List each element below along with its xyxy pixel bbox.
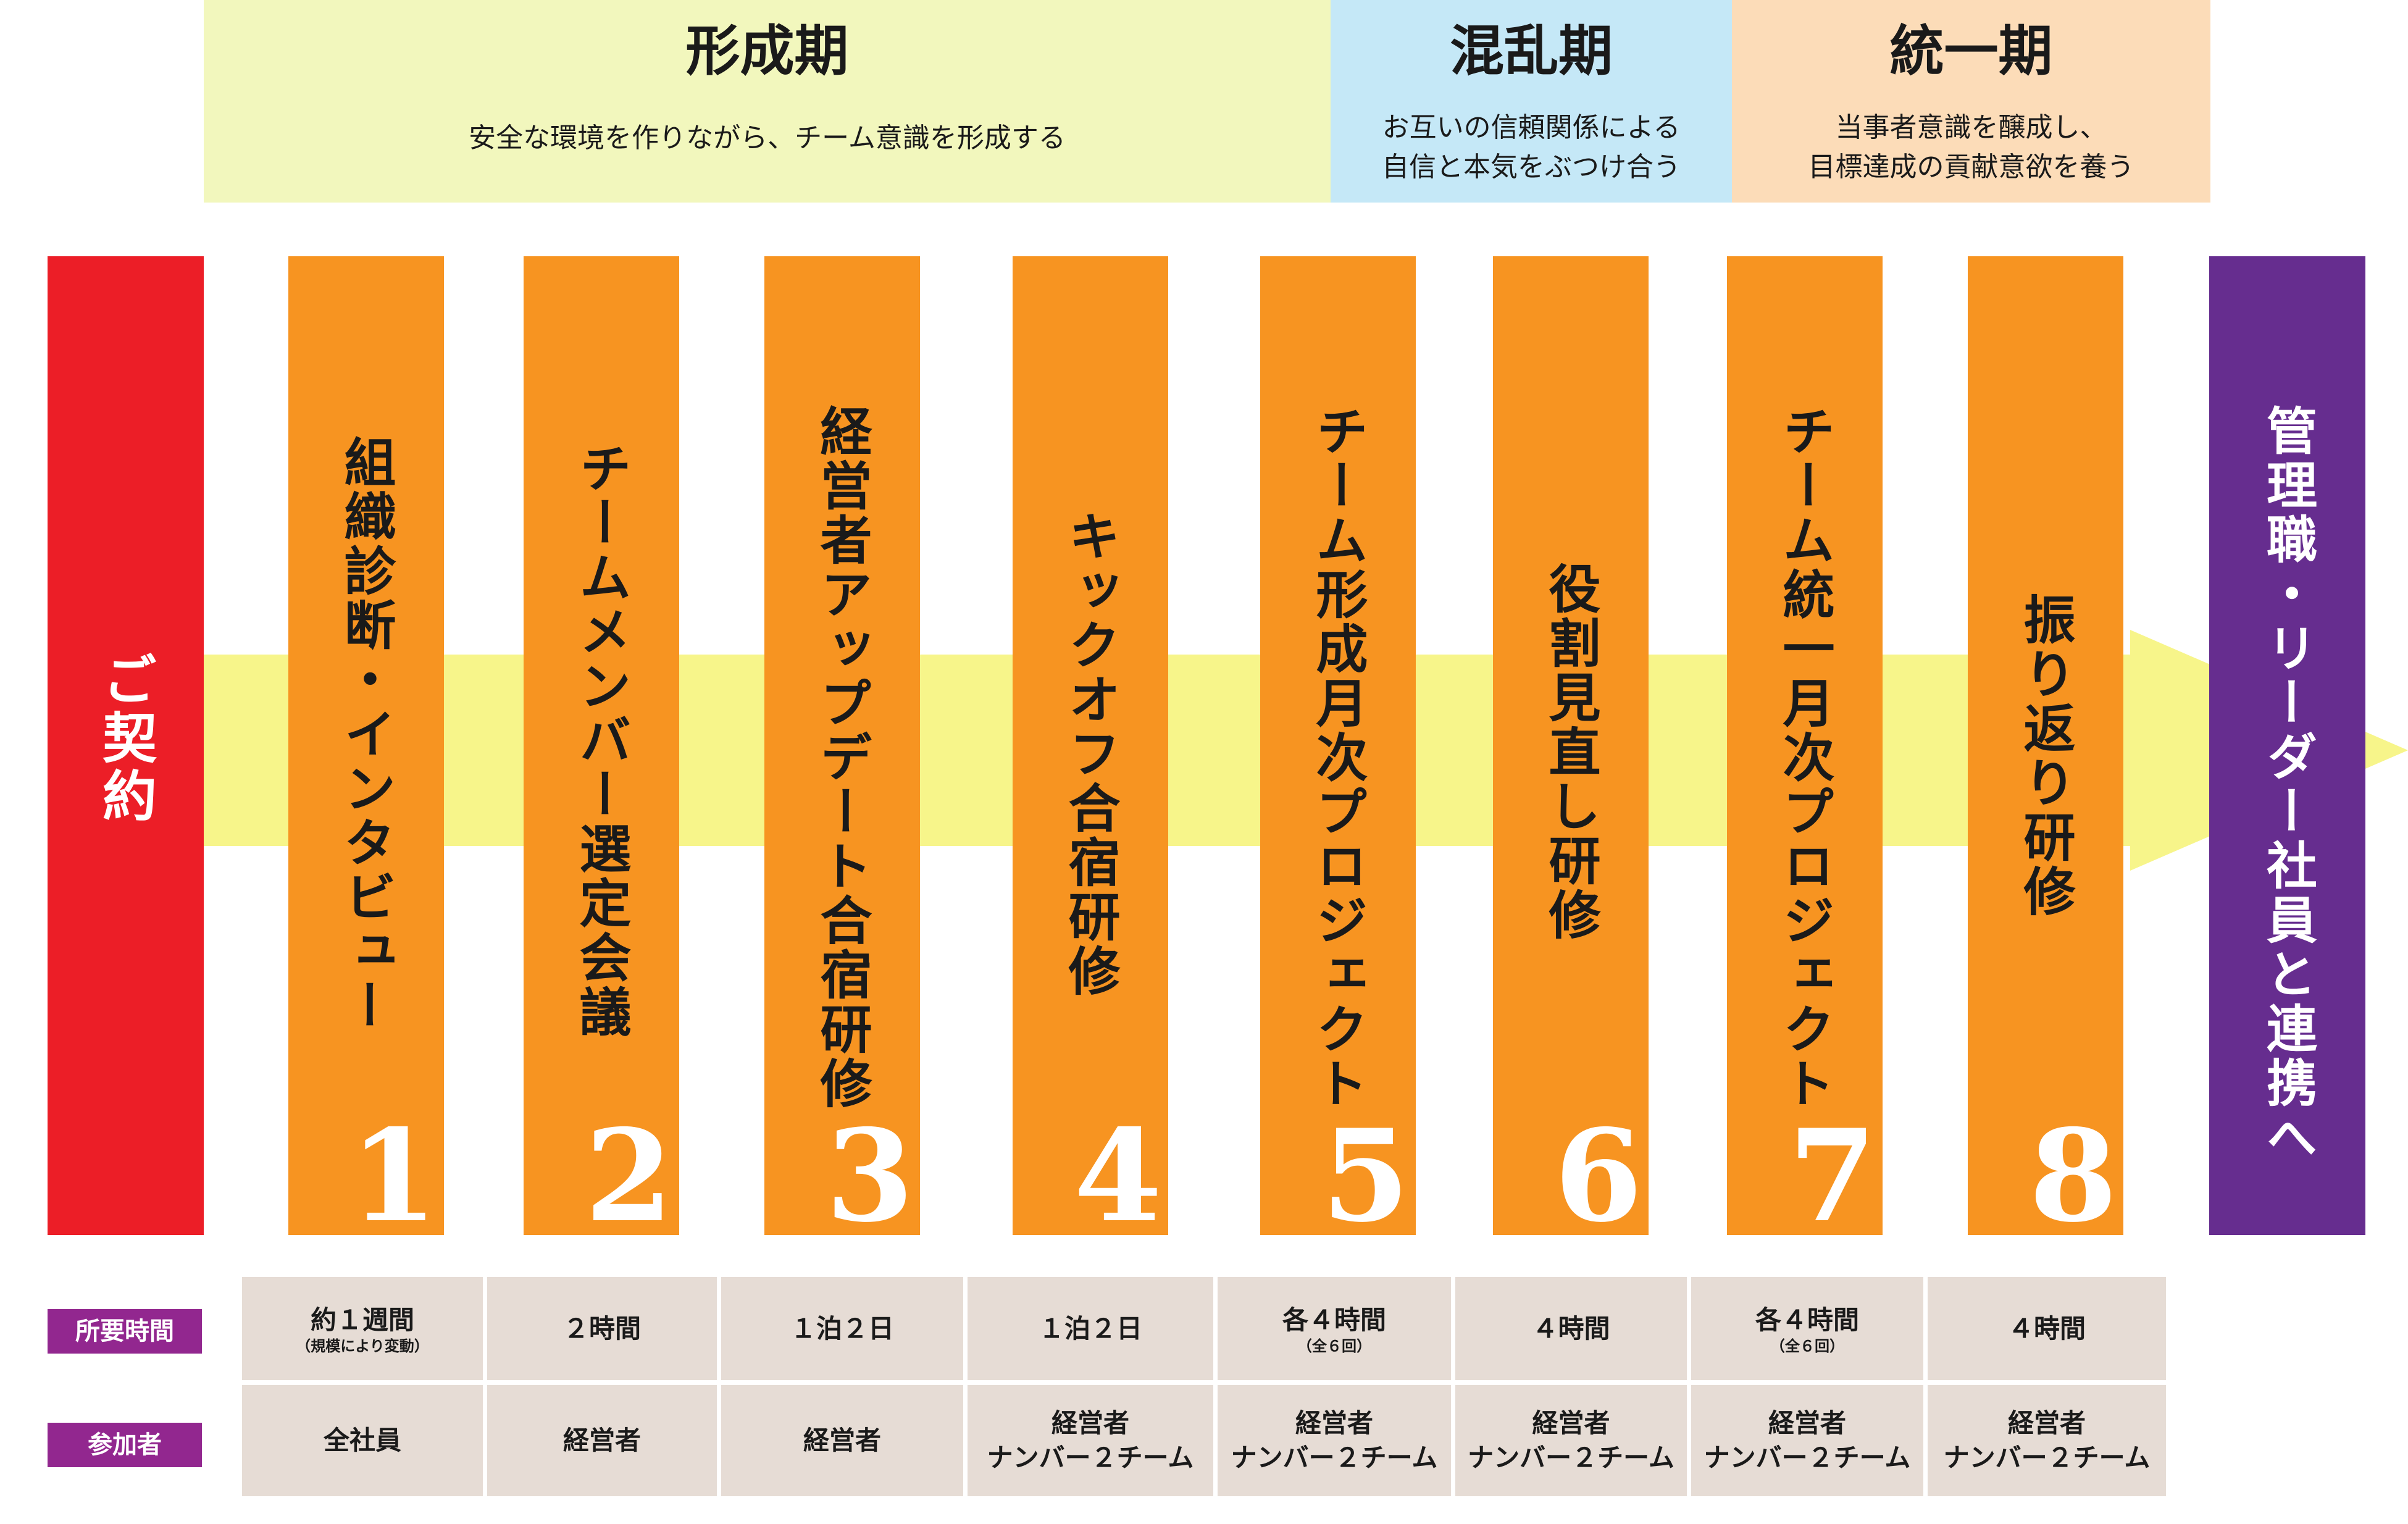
step-1-column: 組織診断・インタビュー 1 <box>288 256 444 1235</box>
participants-line: 全社員 <box>323 1425 401 1455</box>
participants-line: ナンバー２チーム <box>1468 1442 1674 1473</box>
duration-note: （規模により変動） <box>296 1336 429 1355</box>
duration-main: 各４時間 <box>1755 1304 1859 1335</box>
participants-line: 経営者 <box>2007 1408 2086 1438</box>
phase-storming: 混乱期 お互いの信頼関係による 自信と本気をぶつけ合う <box>1331 0 1732 203</box>
final-label: 管理職・リーダー社員と連携へ <box>2257 404 2317 1165</box>
step-8-column: 振り返り研修 8 <box>1968 256 2123 1235</box>
phase-description: 安全な環境を作りながら、チーム意識を形成する <box>469 122 1066 154</box>
duration-cell: １泊２日 <box>968 1277 1213 1380</box>
participants-line: 経営者 <box>1051 1408 1129 1438</box>
duration-main: 各４時間 <box>1282 1304 1386 1335</box>
participants-line: ナンバー２チーム <box>1231 1442 1438 1473</box>
participants-cell: 経営者 ナンバー２チーム <box>1218 1385 1451 1496</box>
step-6-column: 役割見直し研修 6 <box>1493 256 1649 1235</box>
duration-cell: １泊２日 <box>721 1277 963 1380</box>
participants-line: 経営者 <box>803 1425 881 1455</box>
duration-main: ２時間 <box>562 1313 641 1344</box>
step-number: 1 <box>349 1102 438 1236</box>
duration-note: （全６回） <box>1770 1336 1844 1355</box>
step-label: 経営者アップデート合宿研修 <box>812 404 873 1111</box>
participants-line: 経営者 <box>562 1425 641 1455</box>
participants-line: 経営者 <box>1295 1408 1373 1438</box>
step-label: チーム形成月次プロジェクト <box>1308 404 1369 1111</box>
participants-line: ナンバー２チーム <box>987 1442 1194 1473</box>
step-5-column: チーム形成月次プロジェクト 5 <box>1260 256 1416 1235</box>
step-number: 4 <box>1074 1102 1162 1236</box>
duration-note: （全６回） <box>1297 1336 1371 1355</box>
phase-title: 統一期 <box>1889 19 2053 83</box>
step-label: キックオフ合宿研修 <box>1060 509 1121 999</box>
participants-line: ナンバー２チーム <box>1943 1442 2151 1473</box>
participants-line: 経営者 <box>1768 1408 1846 1438</box>
step-number: 5 <box>1321 1102 1410 1236</box>
participants-cell: 経営者 ナンバー２チーム <box>1691 1385 1923 1496</box>
duration-main: １泊２日 <box>790 1313 894 1344</box>
step-number: 3 <box>826 1102 914 1236</box>
step-4-column: キックオフ合宿研修 4 <box>1013 256 1168 1235</box>
duration-cell: ２時間 <box>487 1277 717 1380</box>
duration-cell: 各４時間 （全６回） <box>1218 1277 1451 1380</box>
phase-description: お互いの信頼関係による 自信と本気をぶつけ合う <box>1382 112 1681 183</box>
duration-cell: ４時間 <box>1928 1277 2166 1380</box>
contract-label: ご契約 <box>93 651 158 826</box>
step-label: チームメンバー選定会議 <box>571 442 632 1039</box>
step-2-column: チームメンバー選定会議 2 <box>524 256 679 1235</box>
step-label: 役割見直し研修 <box>1541 562 1602 942</box>
step-7-column: チーム統一月次プロジェクト 7 <box>1727 256 1883 1235</box>
step-number: 7 <box>1788 1102 1876 1236</box>
duration-main: １泊２日 <box>1038 1313 1142 1344</box>
phase-norming: 統一期 当事者意識を醸成し、 目標達成の貢献意欲を養う <box>1732 0 2210 203</box>
contract-column: ご契約 <box>48 256 204 1235</box>
step-label: 振り返り研修 <box>2015 593 2076 919</box>
participants-cell: 経営者 <box>487 1385 717 1496</box>
participants-line: 経営者 <box>1532 1408 1610 1438</box>
duration-cell: 約１週間 （規模により変動） <box>242 1277 483 1380</box>
participants-cell: 経営者 ナンバー２チーム <box>1455 1385 1687 1496</box>
duration-main: ４時間 <box>1532 1313 1610 1344</box>
step-number: 8 <box>2029 1102 2117 1236</box>
participants-cell: 経営者 ナンバー２チーム <box>968 1385 1213 1496</box>
phase-description: 当事者意識を醸成し、 目標達成の貢献意欲を養う <box>1808 112 2134 183</box>
duration-row-label: 所要時間 <box>48 1309 202 1354</box>
step-number: 2 <box>585 1102 673 1236</box>
participants-row-label: 参加者 <box>48 1423 202 1467</box>
participants-cell: 経営者 ナンバー２チーム <box>1928 1385 2166 1496</box>
participants-line: ナンバー２チーム <box>1704 1442 1911 1473</box>
step-label: チーム統一月次プロジェクト <box>1775 404 1836 1111</box>
duration-main: ４時間 <box>2007 1313 2086 1344</box>
duration-cell: 各４時間 （全６回） <box>1691 1277 1923 1380</box>
final-column: 管理職・リーダー社員と連携へ <box>2209 256 2365 1235</box>
step-number: 6 <box>1554 1102 1642 1236</box>
participants-cell: 全社員 <box>242 1385 483 1496</box>
step-3-column: 経営者アップデート合宿研修 3 <box>764 256 920 1235</box>
step-label: 組織診断・インタビュー <box>336 435 397 1033</box>
phase-title: 形成期 <box>685 19 849 83</box>
phase-title: 混乱期 <box>1449 19 1613 83</box>
duration-cell: ４時間 <box>1455 1277 1687 1380</box>
duration-main: 約１週間 <box>310 1304 414 1335</box>
participants-cell: 経営者 <box>721 1385 963 1496</box>
phase-formation: 形成期 安全な環境を作りながら、チーム意識を形成する <box>204 0 1331 203</box>
